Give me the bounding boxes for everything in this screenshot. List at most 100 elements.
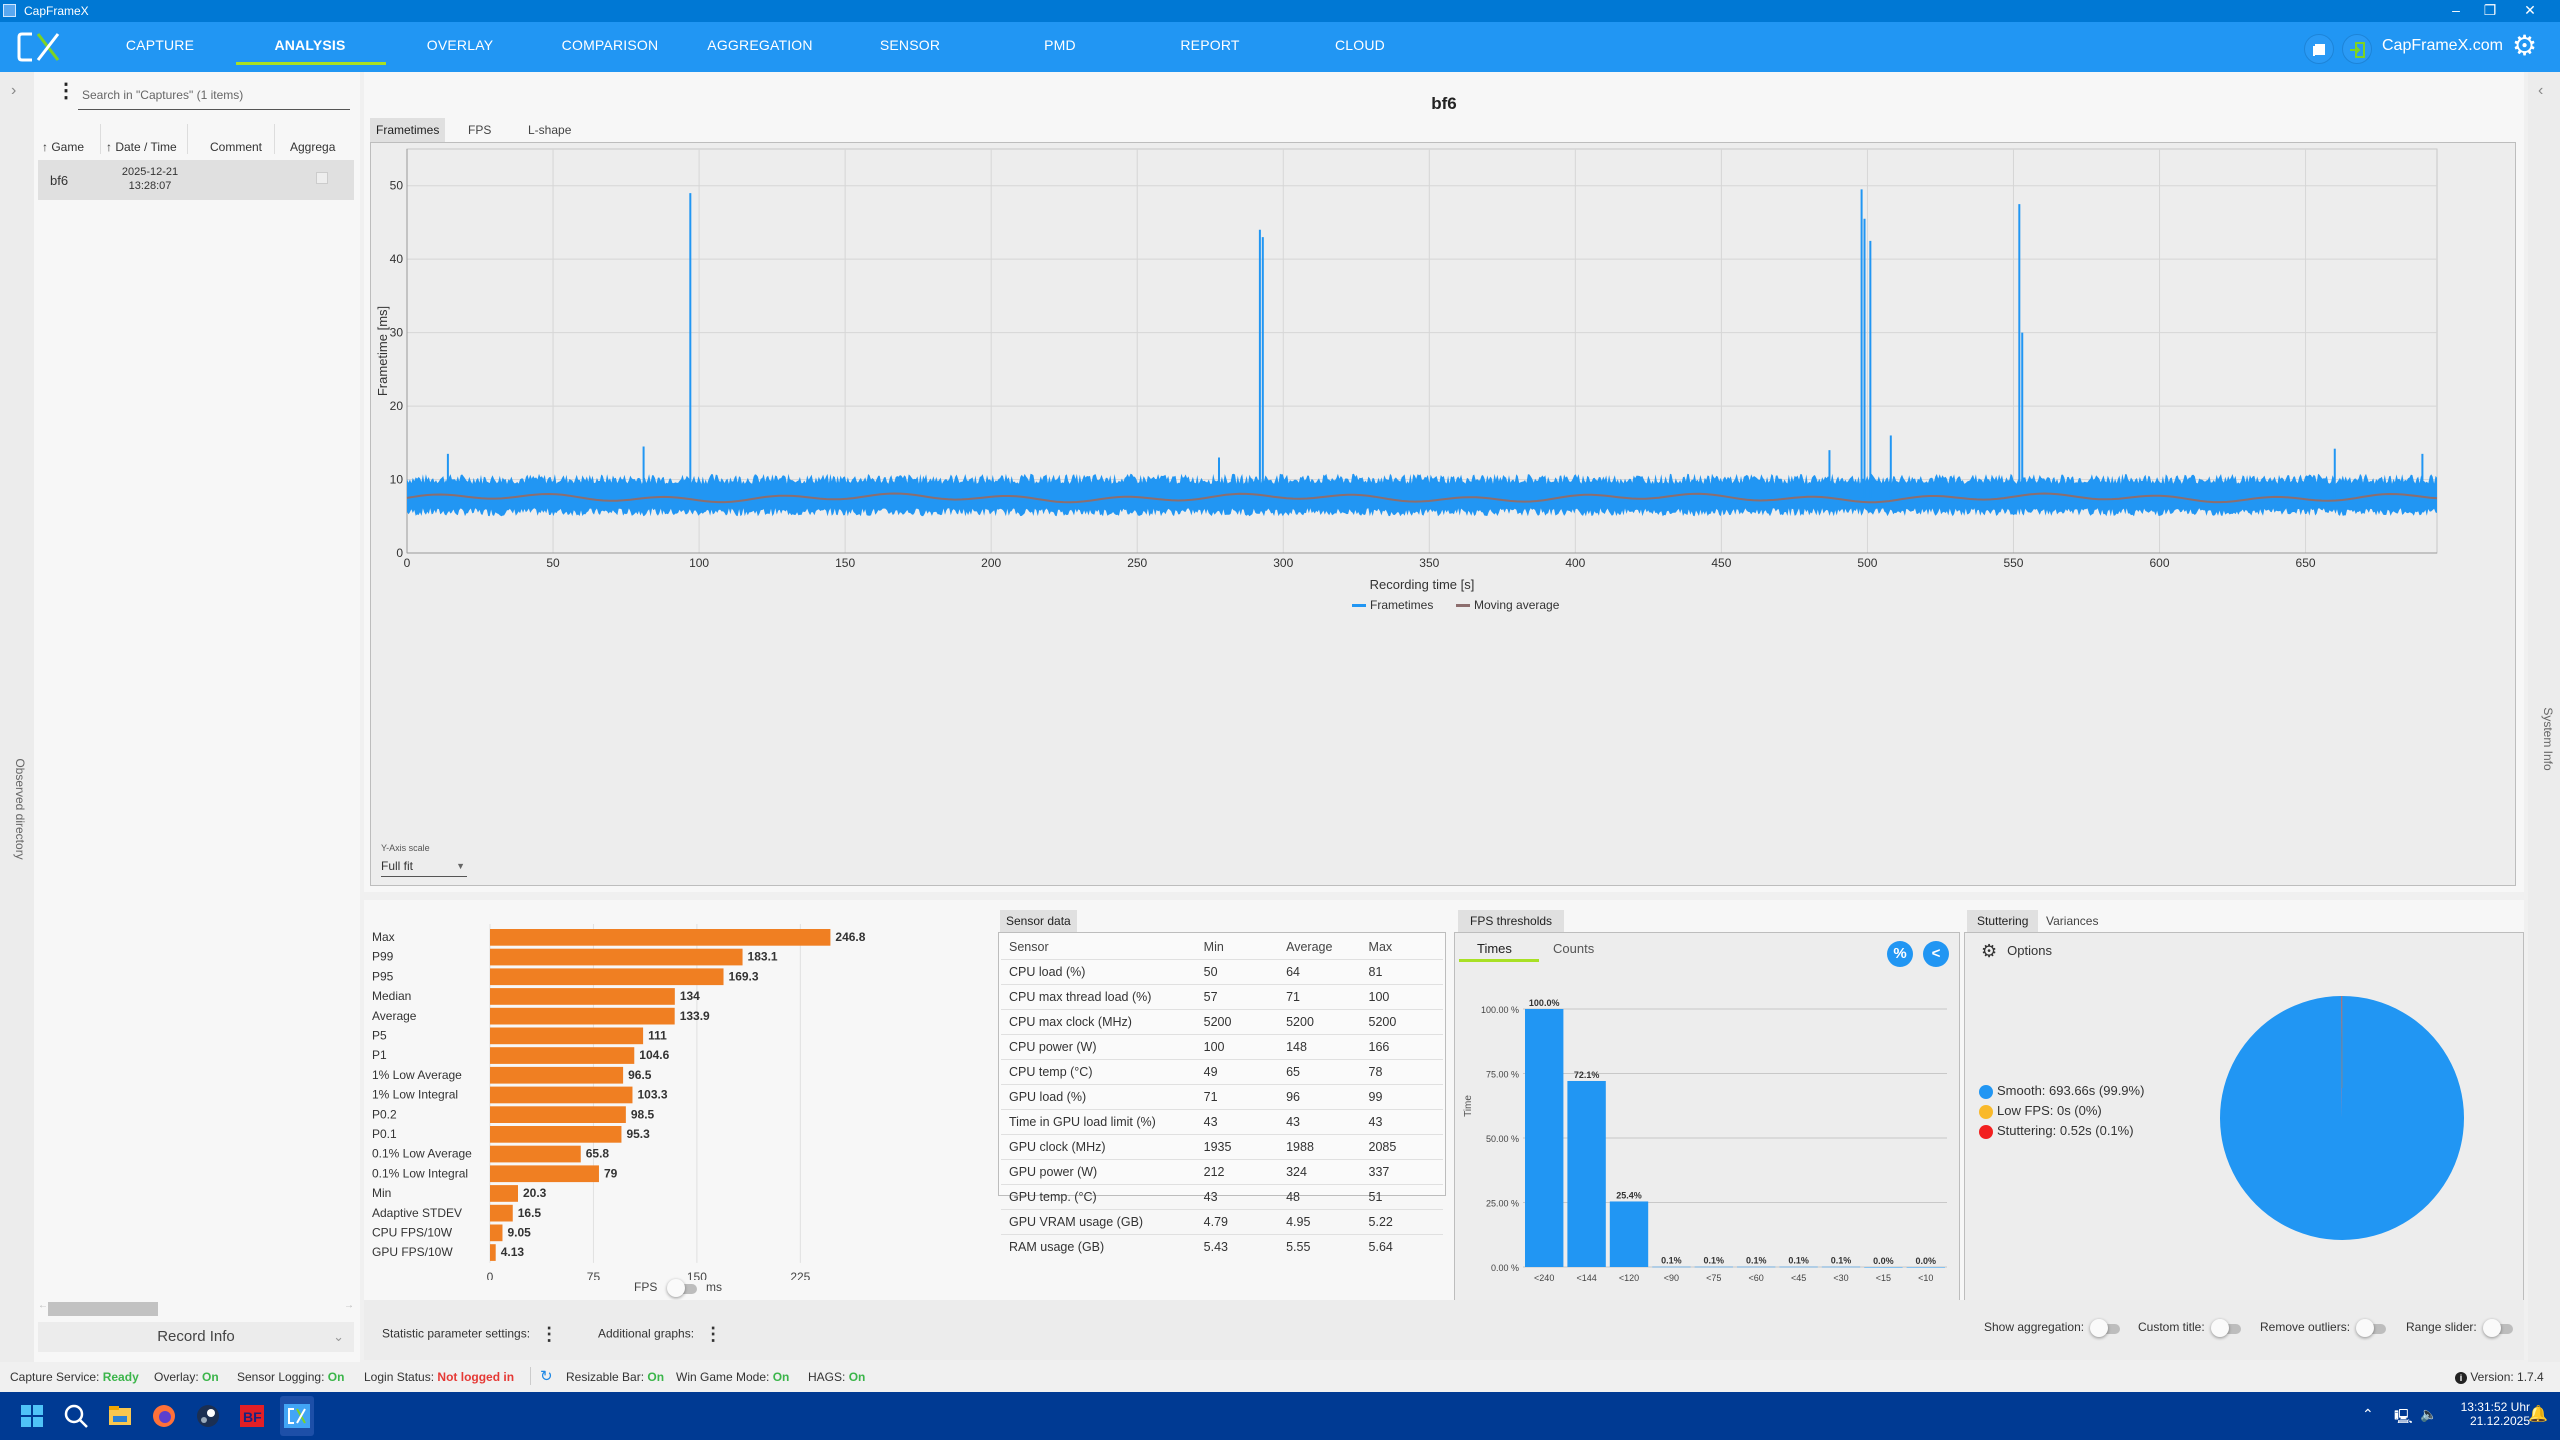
tab-sensor-data[interactable]: Sensor data <box>1000 910 1077 932</box>
sensor-value: 71 <box>1278 983 1361 1009</box>
nav-tab-pmd[interactable]: PMD <box>1044 37 1076 53</box>
clock[interactable]: 13:31:52 Uhr 21.12.2025 <box>2460 1400 2530 1428</box>
close-button[interactable]: ✕ <box>2524 2 2536 18</box>
column-aggregation[interactable]: Aggrega <box>290 140 336 154</box>
fps-thresholds-chart: 0.00 % 25.00 % 50.00 % 75.00 % 100.00 % Time 1… <box>1463 998 1947 1283</box>
y-tick-label: 10 <box>390 473 404 487</box>
battlefield-icon[interactable]: BF <box>238 1402 266 1430</box>
show-aggregation: Show aggregation: <box>1984 1318 2126 1337</box>
threshold-bar <box>1525 1009 1564 1267</box>
tab-stuttering[interactable]: Stuttering <box>1967 910 2039 932</box>
stat-value: 133.9 <box>680 1009 710 1023</box>
threshold-bar <box>1864 1267 1903 1268</box>
screenshot-button[interactable] <box>2304 34 2334 64</box>
login-button[interactable] <box>2342 34 2372 64</box>
kebab-menu-icon[interactable]: ⋮ <box>704 1324 723 1344</box>
threshold-bar <box>1821 1266 1861 1268</box>
aggregation-checkbox[interactable] <box>316 172 328 184</box>
range-slider-toggle[interactable] <box>2482 1318 2513 1337</box>
column-game[interactable]: ↑ Game <box>42 140 85 154</box>
system-info-strip[interactable]: ‹ System Info <box>2528 72 2560 1372</box>
observed-directory-strip[interactable]: › Observed directory <box>0 72 34 1372</box>
sensor-logging-status: Sensor Logging: On <box>237 1370 345 1384</box>
x-tick-label: 650 <box>2296 556 2316 570</box>
sensor-name: GPU temp. (°C) <box>1001 1183 1196 1209</box>
record-info-expander[interactable]: Record Info ⌄ <box>38 1322 354 1352</box>
version-info[interactable]: i Version: 1.7.4 <box>2455 1370 2544 1384</box>
tray-overflow-chevron-icon[interactable]: ⌃ <box>2362 1406 2374 1422</box>
statistic-parameter-settings[interactable]: Statistic parameter settings: ⋮ <box>382 1324 559 1344</box>
y-axis-scale-dropdown[interactable]: Full fit ▼ <box>381 855 467 877</box>
kebab-menu-icon[interactable]: ⋮ <box>56 80 76 102</box>
frametime-chart[interactable]: 0 50 100 150 200 250 300 350 400 450 500 550 600 650 0… <box>370 142 2516 886</box>
tab-fps[interactable]: FPS <box>468 123 492 137</box>
scroll-thumb[interactable] <box>48 1302 158 1316</box>
system-info-label[interactable]: System Info <box>2541 707 2555 771</box>
remove-outliers-toggle[interactable] <box>2356 1318 2387 1337</box>
threshold-value: 0.1% <box>1831 1256 1852 1266</box>
custom-title-toggle[interactable] <box>2210 1318 2241 1337</box>
network-icon[interactable]: 🖳 <box>2394 1408 2413 1424</box>
minimize-button[interactable]: – <box>2452 2 2460 18</box>
stat-value: 104.6 <box>639 1048 669 1062</box>
tab-variances[interactable]: Variances <box>2046 914 2099 928</box>
nav-tab-report[interactable]: REPORT <box>1180 37 1240 53</box>
show-aggregation-toggle[interactable] <box>2090 1318 2121 1337</box>
notification-bell-icon[interactable]: 🔔 <box>2528 1406 2548 1423</box>
capture-row[interactable]: bf6 2025-12-21 13:28:07 <box>38 160 354 200</box>
nav-tab-overlay[interactable]: OVERLAY <box>426 37 494 53</box>
threshold-bar <box>1694 1266 1733 1268</box>
legend-moving-average-swatch <box>1456 604 1470 607</box>
file-explorer-icon[interactable] <box>106 1402 134 1430</box>
volume-icon[interactable]: 🔈 <box>2420 1406 2438 1422</box>
scroll-right-arrow[interactable]: → <box>344 1300 354 1311</box>
sensor-col-max[interactable]: Max <box>1368 939 1393 954</box>
horizontal-scrollbar[interactable]: ← → <box>38 1300 354 1316</box>
legend-frametimes: Frametimes <box>1370 598 1433 612</box>
tab-l-shape[interactable]: L-shape <box>528 123 572 137</box>
tab-fps-thresholds[interactable]: FPS thresholds <box>1458 910 1565 932</box>
firefox-icon[interactable] <box>150 1402 178 1430</box>
scroll-left-arrow[interactable]: ← <box>38 1300 48 1311</box>
windows-start-icon[interactable] <box>18 1402 46 1430</box>
steam-icon[interactable] <box>194 1402 222 1430</box>
settings-gear-icon[interactable]: ⚙ <box>2512 30 2538 61</box>
column-comment[interactable]: Comment <box>210 140 263 154</box>
fps-ms-toggle[interactable] <box>666 1278 697 1297</box>
nav-tab-cloud[interactable]: CLOUD <box>1334 37 1385 53</box>
kebab-menu-icon[interactable]: ⋮ <box>540 1324 559 1344</box>
restore-button[interactable]: ❐ <box>2483 2 2497 18</box>
windows-taskbar: BF ⌃ 🖳 🔈 13:31:52 Uhr 21.12.2025 🔔 <box>0 1392 2560 1440</box>
sensor-row: GPU temp. (°C) 43 48 51 <box>1001 1183 1443 1209</box>
column-date-time[interactable]: ↑ Date / Time <box>106 140 177 154</box>
nav-tab-comparison[interactable]: COMPARISON <box>561 37 659 53</box>
tab-frametimes[interactable]: Frametimes <box>370 118 446 142</box>
captures-search-input[interactable]: Search in "Captures" (1 items) <box>78 84 350 110</box>
nav-tab-sensor[interactable]: SENSOR <box>879 37 941 53</box>
window-title: CapFrameX <box>24 4 89 18</box>
chevron-left-icon[interactable]: ‹ <box>2538 82 2544 99</box>
nav-tab-analysis[interactable]: ANALYSIS <box>274 37 346 53</box>
capframex-taskbar-icon[interactable] <box>283 1402 311 1430</box>
refresh-icon[interactable]: ↻ <box>540 1368 553 1385</box>
capframex-website-link[interactable]: CapFrameX.com <box>2382 37 2503 54</box>
subtab-times[interactable]: Times <box>1477 941 1512 956</box>
nav-tab-aggregation[interactable]: AGGREGATION <box>707 37 813 53</box>
search-icon[interactable] <box>62 1402 90 1430</box>
threshold-direction-button[interactable]: < <box>1923 941 1949 967</box>
sensor-col-min[interactable]: Min <box>1203 939 1224 954</box>
options-button[interactable]: ⚙ Options <box>1981 941 2052 961</box>
login-status: Login Status: Not logged in <box>364 1370 515 1384</box>
observed-directory-label[interactable]: Observed directory <box>13 758 27 860</box>
subtab-counts[interactable]: Counts <box>1553 941 1595 956</box>
threshold-category: <30 <box>1833 1273 1848 1283</box>
chevron-right-icon[interactable]: › <box>11 82 17 99</box>
sensor-row: CPU max clock (MHz) 5200 5200 5200 <box>1001 1008 1443 1034</box>
nav-tab-capture[interactable]: CAPTURE <box>125 37 195 53</box>
sensor-col-sensor[interactable]: Sensor <box>1009 939 1049 954</box>
sensor-name: GPU VRAM usage (GB) <box>1001 1208 1196 1234</box>
additional-graphs[interactable]: Additional graphs: ⋮ <box>598 1324 723 1344</box>
sensor-col-average[interactable]: Average <box>1286 939 1333 954</box>
percent-button[interactable]: % <box>1887 941 1913 967</box>
y-tick-label: 50 <box>390 179 404 193</box>
